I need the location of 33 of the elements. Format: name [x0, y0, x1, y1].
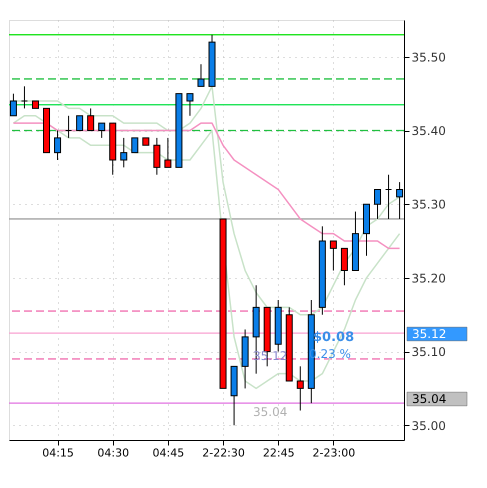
candlestick — [10, 93, 17, 116]
candlestick — [385, 174, 392, 220]
x-tick-label: 2-22:30 — [202, 446, 245, 460]
candlestick — [120, 137, 128, 168]
candlestick — [296, 366, 304, 412]
x-tick-label: 2-23:00 — [312, 446, 356, 460]
candlestick — [65, 115, 72, 138]
candlestick — [374, 188, 382, 220]
candlestick — [164, 137, 172, 168]
y-tick-label: 35.30 — [412, 198, 446, 212]
candlestick — [76, 115, 84, 132]
y-tick-label: 35.00 — [412, 418, 446, 433]
candlestick — [197, 64, 204, 87]
text: 35.04 — [412, 392, 446, 406]
candlestick — [131, 137, 138, 154]
candlestick — [54, 130, 62, 160]
x-tick-label: 22:45 — [262, 446, 295, 460]
y-tick-label: 35.50 — [412, 50, 446, 64]
candlestick — [98, 122, 106, 138]
text: 35.12 — [412, 327, 446, 341]
annotation: 35.04 — [253, 405, 288, 419]
candlestick — [20, 86, 28, 109]
x-tick-label: 04:45 — [152, 446, 184, 460]
candlestick — [330, 240, 337, 272]
candlestick — [153, 137, 160, 176]
y-tick-label: 35.20 — [412, 271, 446, 286]
x-tick-label: 04:30 — [97, 446, 130, 460]
candlestick — [186, 93, 194, 116]
x-tick-label: 04:15 — [42, 446, 74, 460]
candlestick — [340, 248, 348, 286]
y-tick-label: 35.10 — [412, 345, 446, 360]
y-tick-label: 35.40 — [412, 124, 446, 138]
candlestick — [87, 108, 94, 132]
